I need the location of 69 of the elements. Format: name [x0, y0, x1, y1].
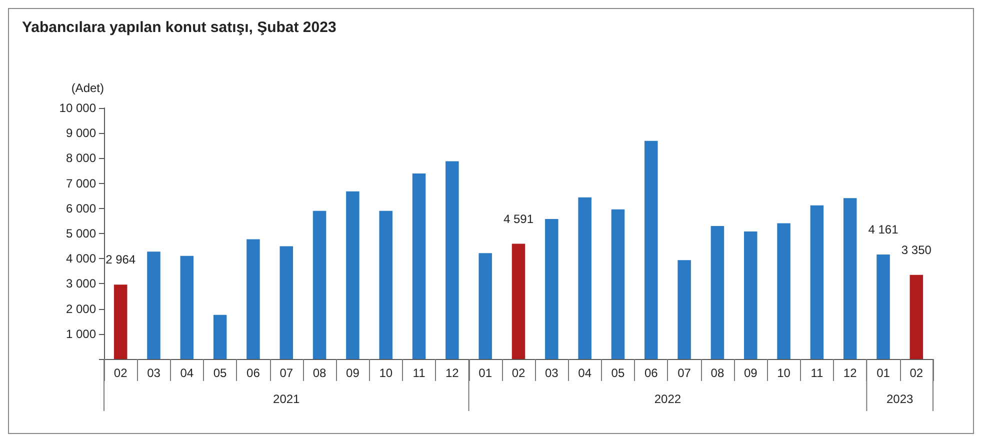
- bar: [478, 253, 492, 359]
- y-tick-label: 3 000: [66, 276, 96, 291]
- x-tick-label: 05: [611, 366, 625, 380]
- x-tick-label: 05: [213, 366, 228, 380]
- data-label: 4 161: [868, 222, 899, 237]
- y-tick-label: 2 000: [66, 302, 96, 316]
- y-tick-label: 7 000: [66, 176, 96, 190]
- x-tick-label: 02: [114, 366, 128, 380]
- x-tick-label: 07: [678, 366, 692, 380]
- x-tick-label: 09: [346, 366, 360, 380]
- data-label: 2 964: [106, 252, 136, 267]
- data-label: 3 350: [901, 242, 932, 257]
- x-tick-label: 12: [446, 366, 460, 380]
- bar: [379, 210, 392, 359]
- bar: [876, 254, 890, 359]
- x-tick-label: 06: [246, 366, 260, 380]
- bar: [611, 209, 625, 359]
- bar: [910, 274, 924, 359]
- x-tick-label: 07: [280, 366, 294, 380]
- y-tick-label: 5 000: [66, 226, 96, 240]
- x-tick-label: 11: [412, 366, 426, 380]
- y-axis-title: (Adet): [71, 81, 104, 95]
- bar: [147, 252, 160, 359]
- x-tick-label: 02: [910, 366, 924, 380]
- bar: [312, 210, 326, 359]
- x-tick-label: 12: [843, 366, 858, 380]
- bar: [644, 140, 658, 359]
- y-tick-label: 6 000: [66, 201, 96, 216]
- y-tick-label: 9 000: [66, 126, 96, 140]
- bar: [114, 284, 128, 359]
- bar: [545, 218, 558, 359]
- bar: [180, 256, 194, 359]
- y-tick-label: 1 000: [66, 326, 96, 341]
- bar: [710, 226, 724, 359]
- x-tick-label: 02: [512, 366, 526, 380]
- bar: [777, 223, 790, 359]
- chart-title: Yabancılara yapılan konut satışı, Şubat 2023: [22, 19, 336, 36]
- x-tick-label: 04: [180, 366, 194, 380]
- x-tick-label: 06: [644, 366, 658, 380]
- text: 2021: [273, 392, 300, 406]
- x-tick-label: 09: [744, 366, 758, 380]
- bar: [446, 161, 459, 359]
- bar: [843, 198, 857, 359]
- text: 2022: [654, 392, 682, 406]
- bar: [678, 260, 691, 359]
- bar: [280, 246, 294, 359]
- y-tick-label: 8 000: [66, 151, 96, 166]
- x-tick-label: 08: [710, 366, 724, 380]
- x-tick-label: 08: [312, 366, 327, 380]
- x-tick-label: 10: [379, 366, 393, 380]
- bar: [246, 239, 260, 359]
- bar: [512, 244, 526, 359]
- bar: [744, 231, 758, 359]
- x-tick-label: 03: [147, 366, 161, 380]
- data-label: 4 591: [503, 212, 534, 226]
- bar: [346, 191, 360, 359]
- bar: [412, 174, 426, 359]
- y-tick-label: 10 000: [59, 101, 96, 115]
- y-tick-label: 4 000: [66, 252, 96, 266]
- x-tick-label: 01: [876, 366, 890, 380]
- bar: [810, 205, 824, 359]
- x-tick-label: 04: [578, 366, 592, 380]
- x-tick-label: 01: [478, 366, 492, 380]
- text: 2023: [886, 392, 914, 406]
- x-tick-label: 03: [544, 366, 559, 380]
- bar: [213, 314, 227, 359]
- x-tick-label: 11: [810, 366, 824, 380]
- bar: [578, 197, 592, 359]
- x-tick-label: 10: [777, 366, 791, 380]
